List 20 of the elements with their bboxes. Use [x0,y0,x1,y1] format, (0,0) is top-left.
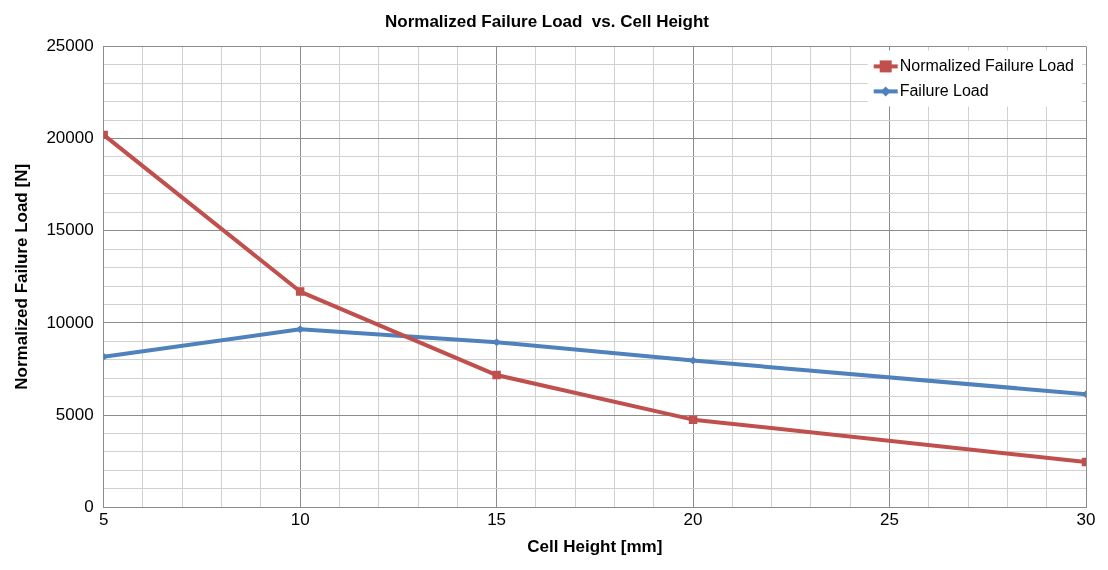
point [492,370,501,380]
x-tick-label: 30 [1076,510,1096,530]
x-tick-label: 5 [98,510,109,530]
x-tick-label: 10 [290,510,310,530]
y-tick-label: 5000 [55,404,94,424]
chart-title: Normalized Failure Load vs. Cell Height [384,11,710,31]
y-axis-title: Normalized Failure Load [N] [11,163,31,390]
legend-label: Failure Load [899,81,989,99]
y-tick-label: 25000 [46,36,94,56]
point [688,415,698,424]
legend-label: Normalized Failure Load [899,56,1075,74]
x-tick-label: 20 [683,510,703,530]
y-tick-label: 15000 [46,220,94,240]
x-axis-title: Cell Height [mm] [527,537,663,557]
y-tick-label: 0 [84,496,94,516]
y-tick-label: 20000 [46,128,94,148]
y-tick-label: 10000 [46,312,94,332]
x-tick-label: 25 [880,510,899,530]
x-tick-label: 15 [487,510,507,530]
point [295,287,305,296]
